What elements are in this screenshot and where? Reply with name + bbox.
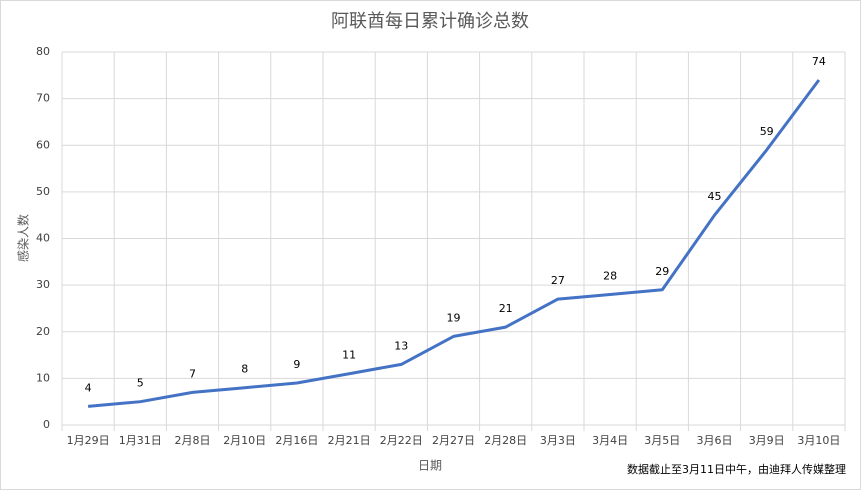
x-tick-label: 2月8日 xyxy=(175,434,211,447)
y-tick-label: 0 xyxy=(43,418,50,431)
y-tick-label: 60 xyxy=(36,138,50,151)
data-label: 4 xyxy=(85,381,92,394)
chart-title: 阿联酋每日累计确诊总数 xyxy=(331,11,529,32)
data-label: 19 xyxy=(447,311,461,324)
data-label: 29 xyxy=(655,265,669,278)
x-tick-label: 2月27日 xyxy=(432,434,475,447)
y-axis-label: 感染人数 xyxy=(16,214,31,262)
data-label: 28 xyxy=(603,269,617,282)
x-tick-label: 2月28日 xyxy=(484,434,527,447)
data-label: 21 xyxy=(499,302,513,315)
x-tick-label: 3月10日 xyxy=(797,434,840,447)
x-tick-label: 2月22日 xyxy=(380,434,423,447)
y-tick-label: 20 xyxy=(36,325,50,338)
y-tick-label: 40 xyxy=(36,232,50,245)
x-tick-label: 2月10日 xyxy=(223,434,266,447)
y-tick-label: 70 xyxy=(36,92,50,105)
x-tick-label: 2月16日 xyxy=(275,434,318,447)
x-tick-label: 3月6日 xyxy=(697,434,733,447)
x-tick-label: 1月31日 xyxy=(119,434,162,447)
data-label: 45 xyxy=(708,190,722,203)
data-label: 5 xyxy=(137,377,144,390)
y-tick-label: 50 xyxy=(36,185,50,198)
data-label: 74 xyxy=(812,55,826,68)
x-tick-label: 2月21日 xyxy=(328,434,371,447)
y-tick-label: 30 xyxy=(36,278,50,291)
x-tick-label: 3月9日 xyxy=(749,434,785,447)
x-axis-label: 日期 xyxy=(418,459,442,473)
y-tick-label: 80 xyxy=(36,45,50,58)
x-tick-label: 3月3日 xyxy=(540,434,576,447)
source-note: 数据截止至3月11日中午，由迪拜人传媒整理 xyxy=(627,462,846,476)
line xyxy=(87,79,821,408)
x-tick-label: 3月4日 xyxy=(592,434,628,447)
x-tick-label: 1月29日 xyxy=(67,434,110,447)
data-label: 11 xyxy=(342,349,356,362)
data-label: 13 xyxy=(394,339,408,352)
data-label: 59 xyxy=(760,125,774,138)
y-tick-label: 10 xyxy=(36,371,50,384)
data-label: 7 xyxy=(189,367,196,380)
x-tick-label: 3月5日 xyxy=(644,434,680,447)
data-label: 8 xyxy=(241,363,248,376)
data-label: 27 xyxy=(551,274,565,287)
data-label: 9 xyxy=(293,358,300,371)
